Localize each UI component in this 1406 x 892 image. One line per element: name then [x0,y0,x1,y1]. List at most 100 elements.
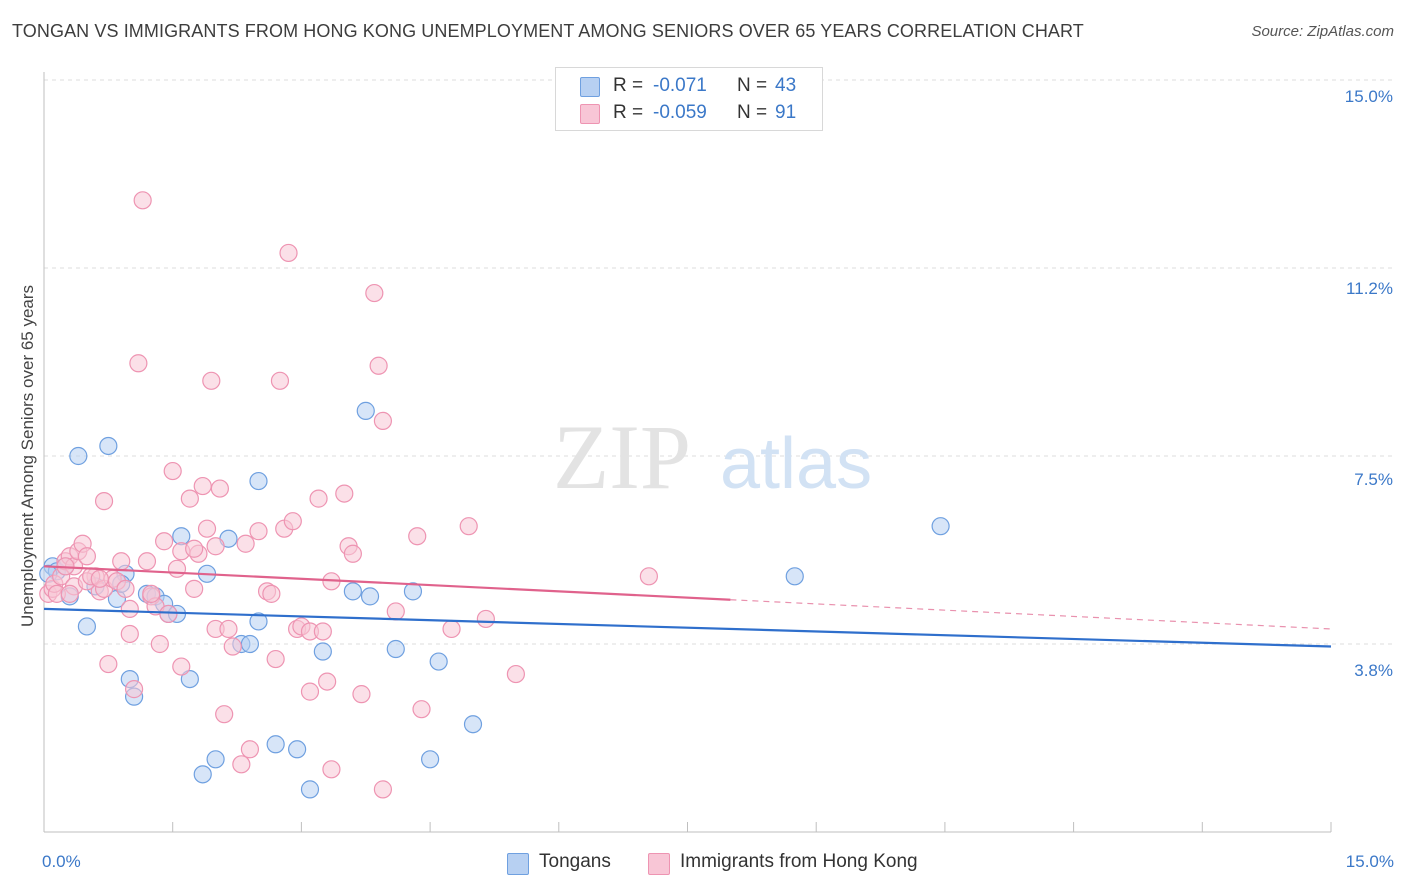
point-series-1-48 [236,534,255,553]
trend-line-dashed-series-1 [730,599,1332,630]
point-series-1-69 [343,544,362,563]
point-series-1-76 [408,527,427,546]
point-series-1-19 [112,552,131,571]
chart-source: Source: ZipAtlas.com [1251,23,1394,40]
y-tick-label-11-2: 11.2% [1346,279,1393,298]
point-series-1-88 [142,584,161,603]
point-series-0-26 [249,471,268,491]
point-series-0-33 [356,401,375,420]
watermark: ZIP atlas [553,406,872,508]
point-series-1-72 [369,356,388,375]
series-label-tongans: Tongans [539,851,611,872]
point-series-0-5 [69,446,88,466]
point-series-0-40 [931,517,950,536]
y-tick-label-3-8: 3.8% [1354,661,1393,680]
point-series-1-24 [129,354,148,373]
trend-line-series-1 [43,565,731,601]
point-series-1-34 [172,657,191,676]
point-series-1-80 [476,609,495,629]
point-series-1-57 [283,512,302,531]
chart-title: TONGAN VS IMMIGRANTS FROM HONG KONG UNEM… [12,21,1084,41]
point-series-1-54 [270,371,290,390]
point-series-1-41 [202,371,221,390]
legend-r-value: -0.059 [653,102,707,123]
series-label-hong-kong: Immigrants from Hong Kong [680,851,918,872]
legend-r-label: R = [613,102,644,123]
point-series-1-23 [124,680,144,699]
point-series-1-66 [322,760,341,779]
point-series-1-20 [116,579,135,598]
y-tick-label-7-5: 7.5% [1354,470,1393,489]
point-series-1-62 [309,489,328,508]
legend-n-value: 91 [775,102,797,123]
legend-r-value: -0.071 [653,75,707,96]
point-series-1-15 [94,492,114,511]
stats-legend: R = -0.071 N = 43 R = -0.059 N = 91 [555,67,823,131]
point-series-1-83 [60,584,79,603]
point-series-1-87 [90,569,109,588]
point-series-0-32 [360,587,380,606]
point-series-0-6 [99,436,118,456]
point-series-1-47 [232,755,251,774]
point-series-0-37 [429,652,448,671]
point-series-0-31 [343,582,362,601]
point-series-1-67 [335,484,354,503]
point-series-1-70 [352,685,371,704]
point-series-1-79 [459,517,478,536]
point-series-1-21 [120,599,139,619]
point-series-1-90 [206,537,225,556]
point-series-1-63 [313,622,332,641]
y-tick-label-15: 15.0% [1344,87,1393,106]
point-series-0-30 [313,642,332,661]
trend-lines [43,565,1332,648]
legend-swatch-tongans [580,77,600,97]
point-series-1-53 [266,649,285,669]
point-series-0-24 [240,634,260,654]
point-series-1-44 [215,705,234,724]
point-series-0-29 [300,780,320,799]
legend-n-label: N = [737,102,768,123]
point-series-1-81 [506,664,526,684]
legend-n-value: 43 [775,75,797,96]
point-series-0-36 [421,750,440,769]
y-axis-label: Unemployment Among Seniors over 65 years [18,284,37,628]
point-series-1-75 [386,602,405,621]
point-series-0-21 [206,750,225,769]
x-tick-label-max: 15.0% [1345,852,1394,871]
point-series-1-16 [99,654,118,674]
point-series-1-71 [365,283,384,303]
point-series-1-31 [159,604,178,624]
point-series-1-89 [185,539,204,558]
point-series-1-45 [219,619,238,639]
point-series-1-11 [77,547,97,566]
point-series-1-25 [133,191,152,210]
trend-line-series-0 [43,607,1332,648]
point-series-1-22 [120,624,139,644]
point-series-1-74 [373,780,393,799]
point-series-0-39 [785,567,804,586]
point-series-0-25 [249,612,268,631]
point-series-1-77 [412,700,431,719]
point-series-1-43 [210,479,229,498]
legend-n-label: N = [737,75,768,96]
series-swatch-hong-kong [648,853,670,875]
point-series-0-28 [288,740,307,759]
point-series-1-29 [150,634,169,654]
point-series-0-27 [266,735,285,754]
point-series-0-38 [463,715,483,734]
point-series-1-39 [193,476,212,496]
point-series-1-26 [137,552,157,571]
point-series-1-52 [262,584,281,603]
point-series-1-73 [373,411,393,431]
data-points [39,191,950,799]
point-series-1-56 [279,243,298,263]
watermark-atlas: atlas [720,424,872,504]
point-series-1-46 [223,637,242,656]
point-series-1-32 [163,461,182,481]
point-series-1-33 [167,559,187,578]
x-tick-label-min: 0.0% [42,852,81,871]
point-series-1-50 [249,522,268,541]
point-series-1-64 [318,672,337,691]
watermark-zip: ZIP [553,406,691,508]
